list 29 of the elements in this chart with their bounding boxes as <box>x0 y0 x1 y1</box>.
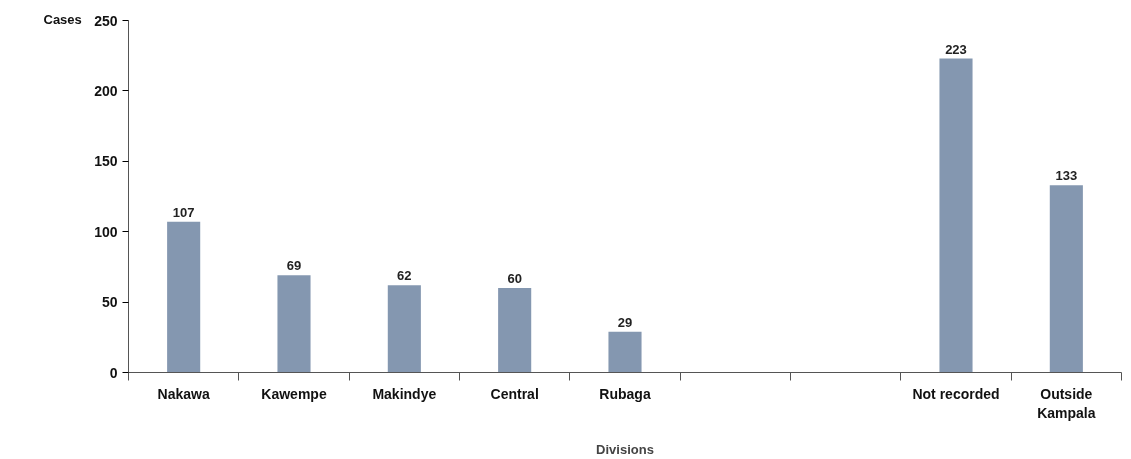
y-axis-title: Cases <box>43 11 82 27</box>
bar <box>498 288 532 373</box>
y-tick-label: 150 <box>94 153 118 170</box>
x-axis-title: Divisions <box>596 441 654 457</box>
data-label: 69 <box>286 258 302 274</box>
x-tick-label: Rubaga <box>599 385 651 402</box>
y-tick-label: 100 <box>94 223 118 240</box>
data-label: 133 <box>1055 168 1078 184</box>
bar <box>1049 185 1083 373</box>
x-tick-label: Central <box>490 385 539 402</box>
x-tick-label: Not recorded <box>912 385 1000 402</box>
bar <box>939 58 973 373</box>
data-label: 29 <box>617 314 633 330</box>
y-tick-label: 0 <box>109 364 118 381</box>
x-tick-label: Kawempe <box>261 385 327 402</box>
bar <box>387 285 421 373</box>
x-tick-label: Nakawa <box>157 385 210 402</box>
bar <box>277 275 311 373</box>
data-label: 107 <box>172 204 195 220</box>
bar <box>167 221 201 373</box>
data-label: 60 <box>507 271 522 287</box>
x-tick-label: Makindye <box>372 385 437 402</box>
bar <box>608 331 642 373</box>
y-tick-label: 50 <box>101 294 118 311</box>
y-tick-label: 200 <box>94 82 118 99</box>
data-label: 62 <box>397 268 412 284</box>
x-tick-label: Outside Kampala <box>1037 385 1096 421</box>
data-label: 223 <box>945 41 967 57</box>
y-tick-label: 250 <box>94 12 118 29</box>
